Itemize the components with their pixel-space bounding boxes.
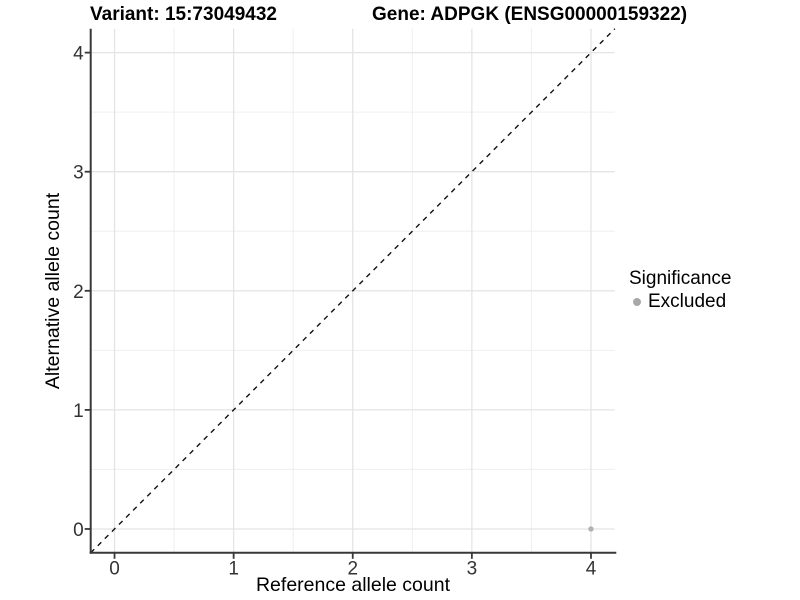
excluded-dot-icon	[633, 298, 641, 306]
x-tick-label: 3	[467, 558, 478, 579]
legend: Significance Excluded	[629, 268, 731, 313]
identity-line	[90, 28, 616, 554]
variant-title: Variant: 15:73049432	[90, 4, 277, 25]
y-axis-title: Alternative allele count	[42, 192, 64, 389]
y-tick-label: 0	[73, 520, 84, 541]
gene-title: Gene: ADPGK (ENSG00000159322)	[372, 4, 688, 25]
data-point-excluded	[588, 526, 594, 532]
legend-item-excluded: Excluded	[633, 291, 731, 313]
axis-layer: 0 1 2 3 4 0 1 2 3 4	[73, 28, 617, 579]
x-tick-label: 2	[347, 558, 358, 579]
legend-item-label: Excluded	[648, 291, 727, 312]
geom-layer	[90, 28, 616, 554]
y-tick-label: 3	[73, 163, 84, 184]
x-axis-title: Reference allele count	[256, 574, 451, 596]
x-tick-label: 4	[586, 558, 597, 579]
y-tick-label: 4	[73, 44, 84, 65]
y-tick-label: 2	[73, 282, 84, 303]
x-tick-label: 1	[228, 558, 239, 579]
legend-title: Significance	[629, 268, 732, 289]
x-tick-label: 0	[109, 558, 120, 579]
y-tick-label: 1	[73, 401, 84, 422]
